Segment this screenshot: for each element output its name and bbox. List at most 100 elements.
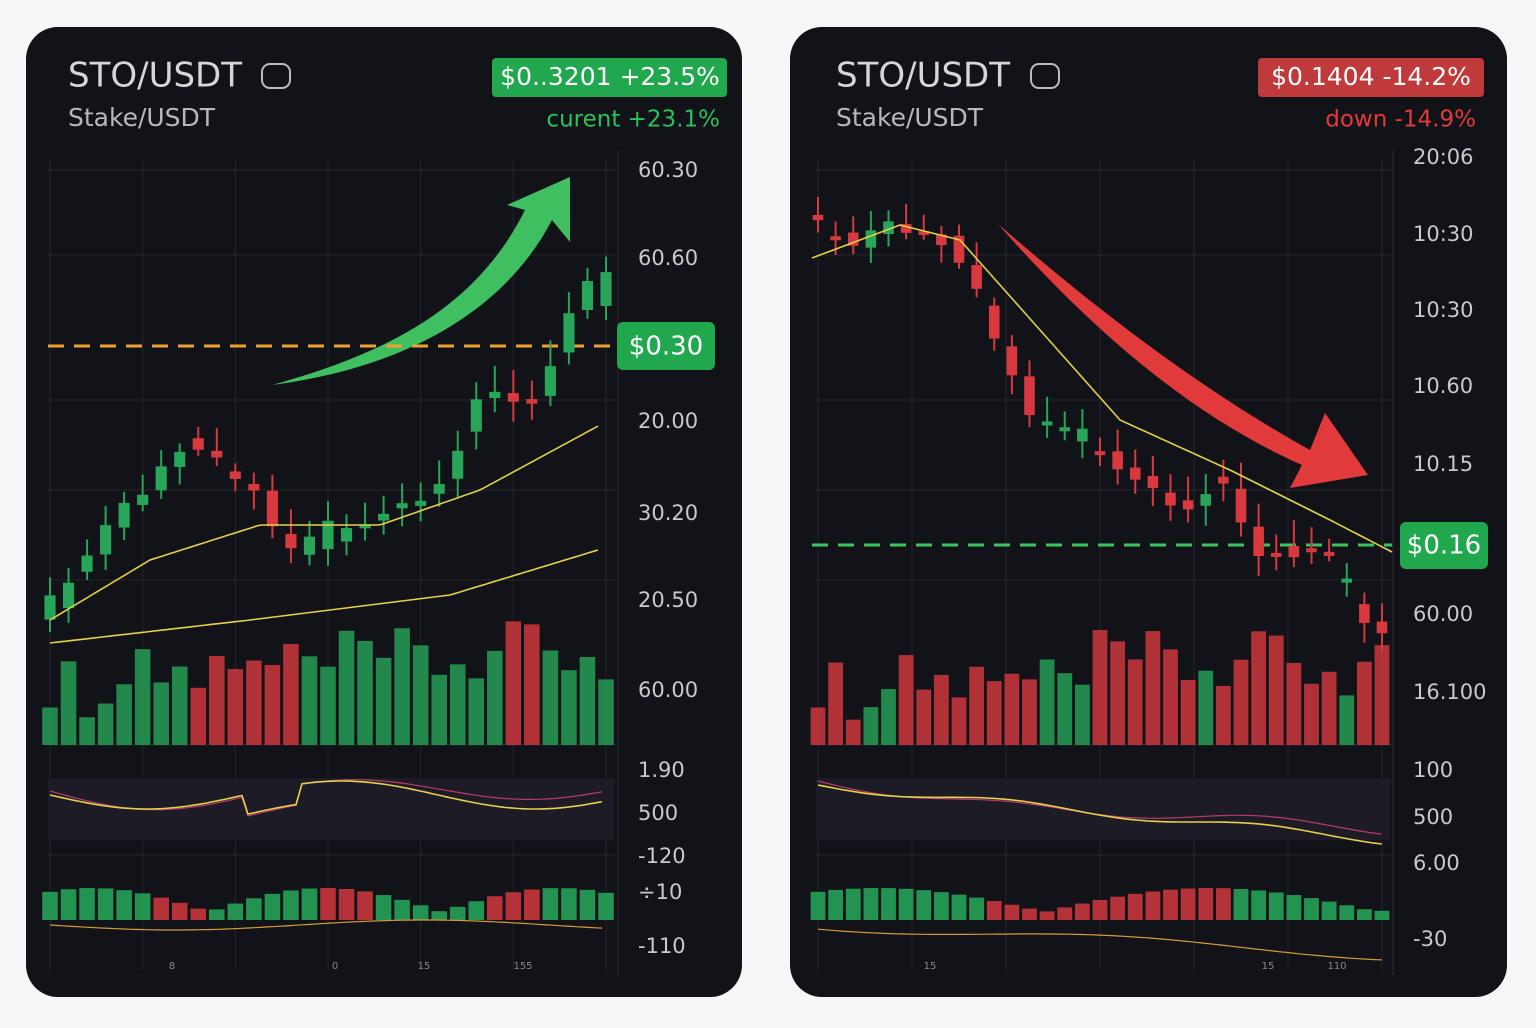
axis-label: 500 <box>1413 805 1453 829</box>
candle <box>830 236 841 241</box>
volume-bar <box>487 650 503 745</box>
candle <box>1147 475 1159 488</box>
histogram-bar <box>933 892 949 920</box>
volume-bar <box>1127 659 1143 745</box>
histogram-bar <box>810 891 826 920</box>
histogram-bar <box>898 888 914 920</box>
price-badge <box>1258 58 1484 97</box>
volume-bar <box>1286 662 1302 745</box>
volume-bar <box>1074 684 1090 745</box>
histogram-bar <box>468 901 485 920</box>
panel: STO/USDT Stake/USDT $0..3201 +23.5% cure… <box>42 56 727 975</box>
histogram-bar <box>561 888 577 920</box>
volume-bar <box>1374 645 1390 745</box>
candle <box>865 230 877 248</box>
histogram-bar <box>1057 907 1073 920</box>
volume-bar <box>933 674 949 745</box>
histogram-bar <box>916 890 932 920</box>
histogram-bar <box>264 893 281 920</box>
volume-bar <box>1321 671 1337 745</box>
volume-bar <box>1022 679 1037 745</box>
volume-bar <box>209 655 225 745</box>
histogram-bar <box>153 897 169 920</box>
axis-label: -120 <box>638 844 686 868</box>
candle <box>507 393 519 402</box>
trend-arrow <box>272 177 570 385</box>
axis-label: 100 <box>1413 758 1453 782</box>
volume-bar <box>579 656 596 745</box>
volume-bar <box>1304 683 1319 745</box>
histogram-bar <box>171 902 188 920</box>
histogram-bar <box>598 892 614 920</box>
histogram-bar <box>449 906 466 920</box>
volume-bar <box>468 678 485 745</box>
volume-bar <box>845 719 861 745</box>
candle <box>1006 346 1018 376</box>
candle <box>396 503 408 509</box>
moving-average <box>49 425 599 621</box>
volume-bar <box>542 650 559 745</box>
volume-bar <box>357 640 373 745</box>
axis-label: 60.00 <box>1413 602 1473 626</box>
volume-bar <box>561 670 577 745</box>
candle <box>1165 492 1176 506</box>
candle <box>883 221 894 235</box>
histogram-bar <box>209 909 225 920</box>
price-badge-text: $0..3201 +23.5% <box>500 62 720 91</box>
histogram-bar <box>227 903 244 920</box>
histogram-bar <box>1268 892 1284 920</box>
candle <box>118 502 130 528</box>
histogram-bar <box>1074 903 1090 920</box>
candle <box>81 555 93 572</box>
histogram-bar <box>375 895 392 920</box>
candle <box>1253 526 1264 557</box>
moving-average <box>811 224 1393 553</box>
histogram-bar <box>190 908 207 920</box>
candle <box>1041 421 1053 426</box>
axis-label: 10:30 <box>1413 222 1474 246</box>
candle <box>433 484 445 494</box>
histogram-bar <box>1233 888 1249 920</box>
candle <box>359 524 371 529</box>
histogram-bar <box>951 894 967 920</box>
axis-label: 6.00 <box>1413 851 1460 875</box>
panel-bg <box>790 27 1507 997</box>
candle <box>322 520 334 550</box>
histogram-bar <box>394 899 410 920</box>
candle <box>303 536 316 555</box>
oscillator-line <box>817 784 1383 845</box>
time-label: 15 <box>1262 961 1275 972</box>
signal-line <box>49 919 603 931</box>
candle <box>600 272 612 306</box>
pair-icon <box>1030 63 1060 89</box>
pair-icon <box>261 63 291 89</box>
candle <box>526 399 538 404</box>
candle <box>489 391 501 399</box>
histogram-bar <box>116 890 132 920</box>
axis-label: 500 <box>638 801 678 825</box>
candle <box>581 281 594 310</box>
volume-bar <box>264 664 281 745</box>
chart-area <box>816 150 1394 975</box>
histogram-bar <box>881 888 896 920</box>
pair-name: Stake/USDT <box>836 103 984 132</box>
histogram-bar <box>1110 896 1126 920</box>
oscillator-line <box>49 780 603 816</box>
candle <box>100 525 112 555</box>
axis-label: 10.60 <box>1413 374 1473 398</box>
candle <box>174 451 186 467</box>
volume-bar <box>283 643 299 745</box>
panel: STO/USDT Stake/USDT $0.1404 -14.2% down … <box>810 56 1488 975</box>
axis-label: 20.00 <box>638 409 698 433</box>
histogram-bar <box>969 897 985 920</box>
time-label: 0 <box>332 961 338 972</box>
volume-bar <box>431 674 447 745</box>
histogram-bar <box>246 898 262 920</box>
candle <box>248 483 260 491</box>
price-tag <box>617 322 715 370</box>
candle <box>1341 578 1353 583</box>
volume-bar <box>969 666 985 745</box>
histogram-bar <box>79 888 95 920</box>
candle <box>988 305 1000 339</box>
histogram-bar <box>524 889 540 920</box>
